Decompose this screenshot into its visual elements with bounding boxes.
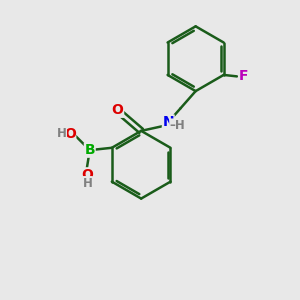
Text: H: H <box>57 128 66 140</box>
Text: O: O <box>64 127 76 141</box>
Text: O: O <box>82 168 93 182</box>
Text: O: O <box>112 103 124 117</box>
Text: B: B <box>84 143 95 157</box>
Text: –H: –H <box>170 119 186 132</box>
Text: N: N <box>162 115 174 129</box>
Text: F: F <box>239 69 248 83</box>
Text: H: H <box>82 177 92 190</box>
